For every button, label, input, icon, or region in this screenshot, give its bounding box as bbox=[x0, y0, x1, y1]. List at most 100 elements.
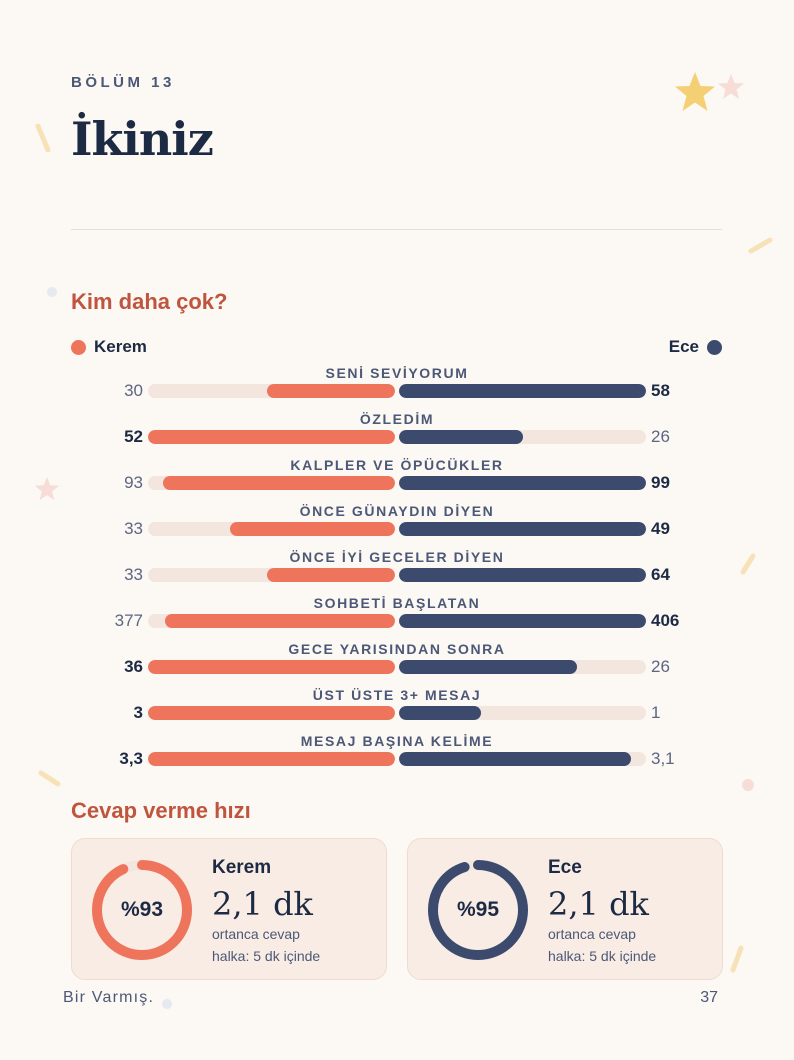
bar-track-ece bbox=[399, 522, 646, 536]
comparison-row: SOHBETİ BAŞLATAN 377 406 bbox=[0, 595, 794, 641]
response-value-kerem: 2,1 dk bbox=[212, 885, 313, 923]
bar-track-ece bbox=[399, 476, 646, 490]
row-label: ÖZLEDİM bbox=[359, 411, 435, 427]
bar-track-ece bbox=[399, 384, 646, 398]
bar-track-ece bbox=[399, 752, 646, 766]
bar-ece bbox=[399, 384, 646, 398]
response-sub1-kerem: ortanca cevap bbox=[212, 926, 300, 942]
bar-ece bbox=[399, 660, 577, 674]
bar-ece bbox=[399, 752, 631, 766]
value-kerem: 36 bbox=[124, 657, 143, 676]
bar-kerem bbox=[165, 614, 395, 628]
bar-kerem bbox=[148, 660, 395, 674]
value-kerem: 52 bbox=[124, 427, 143, 446]
legend-ece: Ece bbox=[669, 337, 722, 357]
bar-track-ece bbox=[399, 706, 646, 720]
value-ece: 49 bbox=[651, 519, 670, 538]
bar-track-kerem bbox=[148, 384, 395, 398]
bar-track-ece bbox=[399, 568, 646, 582]
row-label: ÖNCE İYİ GECELER DİYEN bbox=[289, 549, 505, 565]
comparison-row: KALPLER VE ÖPÜCÜKLER 93 99 bbox=[0, 457, 794, 503]
legend-label-ece: Ece bbox=[668, 337, 699, 356]
value-ece: 99 bbox=[651, 473, 670, 492]
value-ece: 406 bbox=[651, 611, 680, 630]
bar-kerem bbox=[163, 476, 395, 490]
legend-dot-kerem bbox=[71, 339, 86, 355]
value-kerem: 93 bbox=[124, 473, 143, 492]
row-label: ÜST ÜSTE 3+ MESAJ bbox=[312, 687, 482, 703]
comparison-row: SENİ SEVİYORUM 30 58 bbox=[0, 365, 794, 411]
comparison-row: ÖNCE GÜNAYDIN DİYEN 33 49 bbox=[0, 503, 794, 549]
response-name-kerem: Kerem bbox=[212, 857, 272, 878]
bar-track-kerem bbox=[148, 430, 395, 444]
bar-ece bbox=[399, 614, 646, 628]
comparison-row: MESAJ BAŞINA KELİME 3,3 3,1 bbox=[0, 733, 794, 779]
response-heading: Cevap verme hızı bbox=[71, 798, 251, 823]
row-label: SOHBETİ BAŞLATAN bbox=[313, 595, 481, 611]
legend-label-kerem: Kerem bbox=[94, 337, 147, 356]
star-icon bbox=[718, 74, 744, 99]
response-name-ece: Ece bbox=[548, 857, 582, 878]
book-title-footer: Bir Varmış. bbox=[63, 989, 155, 1006]
bar-ece bbox=[399, 568, 646, 582]
bar-track-kerem bbox=[148, 752, 395, 766]
legend-dot-ece bbox=[707, 339, 722, 355]
bar-kerem bbox=[148, 706, 395, 720]
response-value-ece: 2,1 dk bbox=[548, 885, 649, 923]
star-icon bbox=[675, 72, 715, 111]
response-sub2-kerem: halka: 5 dk içinde bbox=[212, 948, 321, 964]
value-kerem: 33 bbox=[124, 519, 143, 538]
value-ece: 3,1 bbox=[651, 749, 675, 768]
bar-track-kerem bbox=[148, 568, 395, 582]
row-label: ÖNCE GÜNAYDIN DİYEN bbox=[299, 503, 495, 519]
comparison-row: ÖNCE İYİ GECELER DİYEN 33 64 bbox=[0, 549, 794, 595]
row-label: KALPLER VE ÖPÜCÜKLER bbox=[290, 457, 504, 473]
bar-kerem bbox=[148, 430, 395, 444]
bar-kerem bbox=[230, 522, 395, 536]
comparison-row: GECE YARISINDAN SONRA 36 26 bbox=[0, 641, 794, 687]
response-percent-kerem: %93 bbox=[120, 898, 164, 921]
row-label: GECE YARISINDAN SONRA bbox=[288, 641, 506, 657]
bar-ece bbox=[399, 706, 481, 720]
value-kerem: 30 bbox=[124, 381, 143, 400]
value-ece: 26 bbox=[651, 427, 670, 446]
row-label: MESAJ BAŞINA KELİME bbox=[300, 733, 494, 749]
response-ring-kerem bbox=[92, 860, 192, 960]
value-kerem: 377 bbox=[114, 611, 143, 630]
star-icon bbox=[34, 476, 60, 501]
bar-track-ece bbox=[399, 660, 646, 674]
comparison-row: ÖZLEDİM 52 26 bbox=[0, 411, 794, 457]
response-ring-ece bbox=[428, 860, 528, 960]
value-ece: 26 bbox=[651, 657, 670, 676]
bar-track-kerem bbox=[148, 476, 395, 490]
bar-track-kerem bbox=[148, 660, 395, 674]
value-kerem: 3,3 bbox=[119, 749, 143, 768]
bar-ece bbox=[399, 430, 523, 444]
bar-track-kerem bbox=[148, 522, 395, 536]
bar-kerem bbox=[267, 384, 395, 398]
row-label: SENİ SEVİYORUM bbox=[325, 365, 469, 381]
bar-ece bbox=[399, 522, 646, 536]
bar-kerem bbox=[148, 752, 395, 766]
value-kerem: 33 bbox=[124, 565, 143, 584]
legend-kerem: Kerem bbox=[71, 337, 147, 357]
response-card-ece: %95 Ece 2,1 dk ortanca cevap halka: 5 dk… bbox=[407, 838, 723, 980]
bar-track-kerem bbox=[148, 706, 395, 720]
page-title: İkiniz bbox=[71, 112, 214, 166]
value-kerem: 3 bbox=[133, 703, 143, 722]
bar-track-ece bbox=[399, 614, 646, 628]
page-number: 37 bbox=[700, 989, 718, 1006]
divider bbox=[71, 229, 722, 230]
bar-ece bbox=[399, 476, 646, 490]
value-ece: 1 bbox=[651, 703, 661, 722]
response-sub1-ece: ortanca cevap bbox=[548, 926, 636, 942]
bar-kerem bbox=[267, 568, 395, 582]
bar-track-kerem bbox=[148, 614, 395, 628]
bar-track-ece bbox=[399, 430, 646, 444]
comparison-heading: Kim daha çok? bbox=[71, 289, 228, 314]
value-ece: 58 bbox=[651, 381, 670, 400]
value-ece: 64 bbox=[651, 565, 670, 584]
response-card-kerem: %93 Kerem 2,1 dk ortanca cevap halka: 5 … bbox=[71, 838, 387, 980]
